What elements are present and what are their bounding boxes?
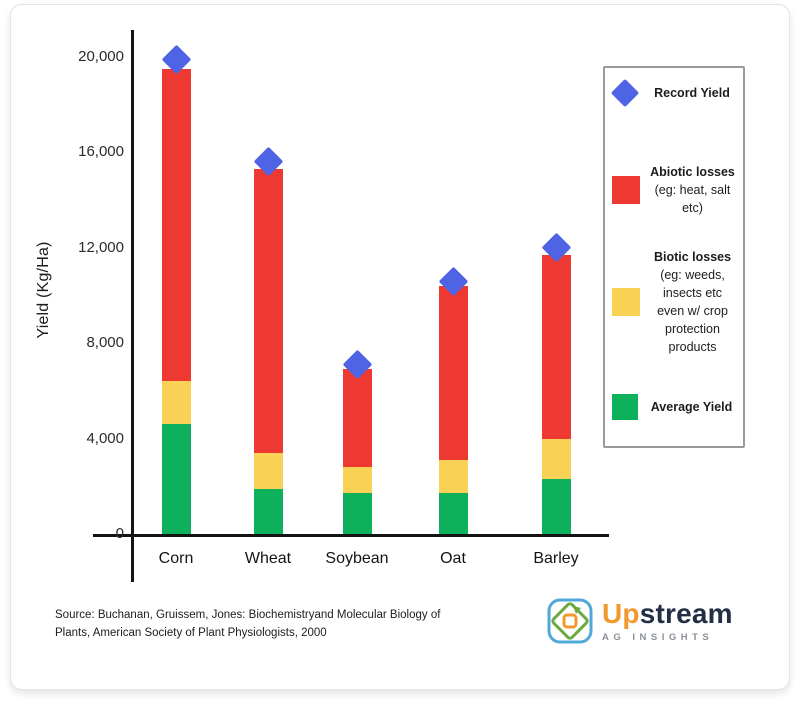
y-tick-label-8000: 8,000 [86,334,124,352]
x-category-label-wheat: Wheat [244,550,292,567]
legend-item-biotic-losses: Biotic losses (eg: weeds, insects etc ev… [612,246,737,358]
upstream-logo-text: Upstream AG INSIGHTS [602,597,733,643]
x-category-label-barley: Barley [533,550,579,567]
bar-segment-corn-abiotic-losses [161,68,191,382]
record-yield-diamond-icon [610,78,640,108]
upstream-logo: Upstream AG INSIGHTS [546,597,733,645]
abiotic-losses-swatch-icon [612,176,640,204]
y-tick-label-0: 0 [115,525,124,542]
legend-item-record-yield: Record Yield [610,78,737,108]
bar-segment-oat-average-yield [438,493,468,534]
bar-segment-soybean-biotic-losses [342,467,372,494]
x-category-label-oat: Oat [440,550,466,567]
bar-segment-wheat-abiotic-losses [253,169,283,453]
bar-segment-wheat-biotic-losses [253,452,283,489]
legend-label: Biotic losses (eg: weeds, insects etc ev… [653,250,732,354]
source-line-2: Plants, American Society of Plant Physio… [55,627,327,639]
y-tick-label-12000: 12,000 [78,238,124,256]
average-yield-swatch-icon [612,394,638,420]
bar-segment-soybean-abiotic-losses [342,369,372,468]
x-category-label-soybean: Soybean [325,550,389,567]
y-axis-line [131,30,134,582]
x-axis-line [93,534,609,537]
bar-segment-barley-biotic-losses [541,438,571,480]
bar-segment-soybean-average-yield [342,493,372,534]
legend-box: Record Yield Abiotic losses (eg: heat, s… [603,66,745,448]
bar-segment-barley-abiotic-losses [541,254,571,439]
upstream-logo-icon [547,598,593,644]
logo-wordmark: Upstream [602,597,733,629]
bar-segment-wheat-average-yield [253,488,283,534]
y-tick-label-4000: 4,000 [86,429,124,447]
bar-segment-corn-biotic-losses [161,381,191,425]
legend-item-average-yield: Average Yield [612,394,737,420]
source-line-1: Source: Buchanan, Gruissem, Jones: Bioch… [55,609,441,621]
y-tick-label-20000: 20,000 [78,48,124,65]
legend-label: Record Yield [654,86,730,100]
logo-tagline: AG INSIGHTS [602,631,714,643]
legend-item-abiotic-losses: Abiotic losses (eg: heat, salt etc) [612,140,737,240]
bar-segment-oat-abiotic-losses [438,285,468,461]
legend-label: Average Yield [650,400,733,414]
y-tick-label-16000: 16,000 [78,143,124,161]
bar-segment-oat-biotic-losses [438,460,468,494]
y-axis-title: Yield (Kg/Ha) [35,241,52,339]
bar-segment-corn-average-yield [161,424,191,534]
bar-segment-barley-average-yield [541,479,571,534]
legend-label: Abiotic losses (eg: heat, salt etc) [650,165,735,215]
biotic-losses-swatch-icon [612,288,640,316]
x-category-label-corn: Corn [158,550,194,567]
source-citation: Source: Buchanan, Gruissem, Jones: Bioch… [55,606,440,642]
